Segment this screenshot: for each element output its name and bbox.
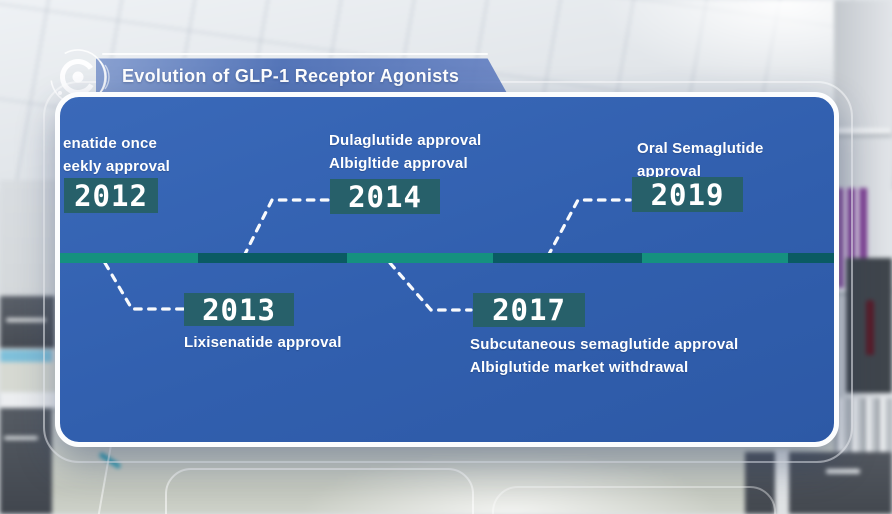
floor-outline — [492, 486, 776, 514]
drawer-handle — [826, 469, 860, 474]
event-2013-label: Lixisenatide approval — [184, 331, 342, 354]
year-box-2019: 2019 — [632, 177, 743, 212]
event-label-line: Dulaglutide approval — [329, 132, 482, 149]
event-label-line: Albigltide approval — [329, 155, 468, 172]
timeline-segment — [198, 253, 347, 263]
event-label-line: Lixisenatide approval — [184, 334, 342, 351]
event-label-line: enatide once — [63, 135, 158, 152]
banner-top-line — [102, 53, 488, 55]
timeline-segment — [347, 253, 493, 263]
event-2012-label: enatide once eekly approval — [63, 132, 170, 178]
title-banner: Evolution of GLP-1 Receptor Agonists — [96, 58, 508, 95]
left-floor-gap — [0, 362, 58, 392]
event-label-line: approval — [637, 163, 702, 180]
event-label-line: Subcutaneous semaglutide approval — [470, 336, 739, 353]
year-box-2013: 2013 — [184, 293, 294, 327]
floor-outline — [165, 468, 474, 514]
left-drawer — [0, 296, 55, 348]
event-2019-label: Oral Semaglutide approval — [637, 137, 764, 183]
year-box-2017: 2017 — [473, 293, 585, 327]
table-leg — [775, 450, 789, 514]
shelf-edge — [834, 128, 892, 134]
timeline-segment — [788, 253, 834, 263]
ceiling-light — [602, 0, 862, 90]
blue-counter-strip — [0, 350, 52, 362]
event-label-line: eekly approval — [63, 158, 171, 175]
timeline-bar — [60, 253, 834, 263]
timeline-panel: enatide once eekly approval 2012 2013 Li… — [55, 92, 839, 447]
cabinet-handle — [4, 436, 38, 440]
timeline-segment — [493, 253, 642, 263]
white-countertop — [0, 392, 60, 408]
connector-lines — [103, 198, 632, 312]
event-2017-label: Subcutaneous semaglutide approval Albigl… — [470, 333, 738, 379]
bottle — [866, 300, 874, 355]
timeline-segment — [60, 253, 198, 263]
event-label-line: Albiglutide market withdrawal — [470, 359, 689, 376]
drawer-handle — [6, 318, 46, 322]
page-title: Evolution of GLP-1 Receptor Agonists — [122, 66, 460, 86]
event-label-line: Oral Semaglutide — [637, 140, 764, 157]
year-box-2012: 2012 — [64, 178, 158, 213]
timeline-segment — [642, 253, 788, 263]
event-2014-label: Dulaglutide approval Albigltide approval — [329, 129, 481, 175]
year-box-2014: 2014 — [330, 179, 440, 214]
